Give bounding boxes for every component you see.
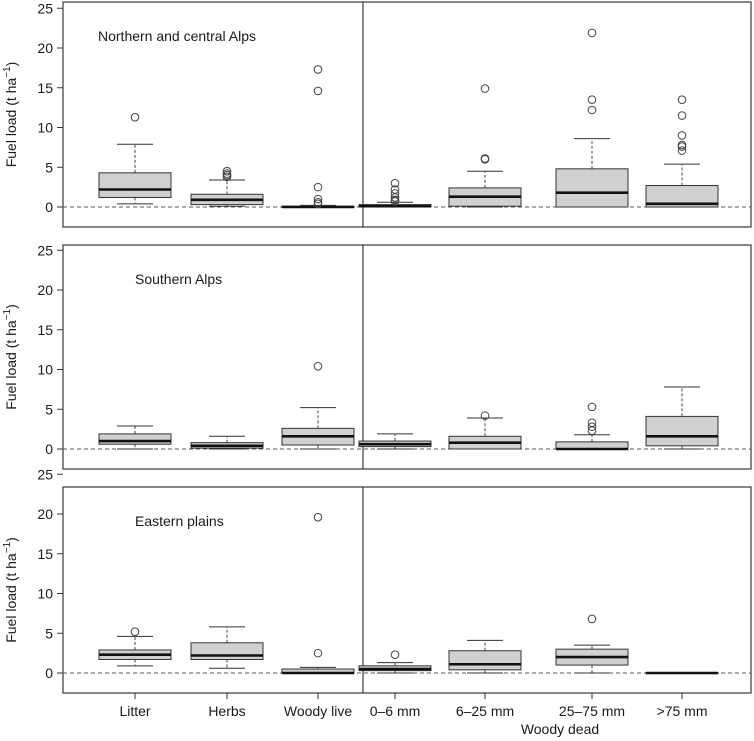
outlier-point — [313, 182, 323, 192]
outlier-point — [390, 189, 400, 198]
panel-title: Eastern plains — [135, 513, 224, 529]
outlier-point — [677, 131, 687, 140]
outlier-point — [130, 112, 140, 122]
outlier-point — [587, 422, 597, 432]
box-iqr — [645, 415, 719, 447]
y-tick-label: 20 — [37, 40, 53, 56]
outlier-point — [677, 146, 687, 155]
panel-frame — [62, 486, 752, 694]
outlier-point — [480, 411, 490, 420]
outlier-point — [390, 650, 400, 660]
box-iqr — [190, 642, 264, 660]
x-tick-label: Herbs — [208, 703, 245, 719]
y-axis-title-close: ) — [3, 304, 19, 309]
y-axis-title: Fuel load (t ha−1) — [2, 537, 19, 643]
outlier-point — [313, 65, 323, 74]
panel-title: Northern and central Alps — [98, 28, 256, 44]
outlier-point — [587, 28, 597, 38]
panel-frame — [62, 1, 752, 228]
outlier-point — [677, 140, 687, 150]
outlier-point — [313, 86, 323, 96]
outlier-point — [313, 197, 323, 207]
x-axis-title: Woody dead — [521, 721, 599, 737]
outlier-point — [313, 362, 323, 371]
y-tick-label: 20 — [37, 282, 53, 298]
box-iqr — [98, 172, 172, 198]
outlier-point — [390, 185, 400, 194]
box-iqr — [645, 185, 719, 208]
box-iqr — [98, 433, 172, 445]
chart-labels-layer: 0 5 10 15 20 25 Fuel load (t ha−1) Northern and… — [2, 0, 707, 719]
box-iqr — [448, 650, 522, 671]
y-tick-label: 25 — [37, 0, 53, 16]
y-axis-title-superscript: −1 — [2, 541, 13, 553]
y-tick-label: 15 — [37, 546, 53, 562]
y-axis-title-superscript: −1 — [2, 66, 13, 78]
y-tick-label: 10 — [37, 586, 53, 602]
panel-frame — [62, 244, 752, 470]
panel-frames-layer — [57, 1, 752, 699]
outlier-point — [222, 169, 232, 178]
y-tick-label: 15 — [37, 322, 53, 338]
y-tick-label: 25 — [37, 242, 53, 258]
panel-title: Southern Alps — [135, 271, 222, 287]
outlier-point — [480, 154, 490, 163]
y-tick-label: 5 — [45, 159, 53, 175]
y-tick-label: 10 — [37, 120, 53, 136]
outlier-point — [587, 418, 597, 428]
outlier-point — [130, 627, 140, 636]
y-tick-label: 5 — [45, 625, 53, 641]
x-tick-label: 25–75 mm — [559, 703, 625, 719]
box-iqr — [555, 168, 629, 208]
x-tick-label: >75 mm — [657, 703, 708, 719]
y-tick-label: 25 — [37, 466, 53, 482]
outlier-point — [587, 95, 597, 104]
y-tick-label: 0 — [45, 441, 53, 457]
y-axis-title-close: ) — [3, 537, 19, 542]
x-tick-label: 6–25 mm — [456, 703, 514, 719]
outlier-point — [390, 195, 400, 205]
y-tick-label: 15 — [37, 80, 53, 96]
y-axis-title-superscript: −1 — [2, 308, 13, 320]
y-tick-label: 20 — [37, 506, 53, 522]
outlier-point — [480, 84, 490, 93]
outlier-point — [222, 166, 232, 176]
y-axis-title-close: ) — [3, 62, 19, 67]
outlier-point — [313, 512, 323, 522]
y-tick-label: 5 — [45, 401, 53, 417]
y-axis-title: Fuel load (t ha−1) — [2, 62, 19, 168]
chart-marks-layer — [98, 28, 719, 675]
outlier-point — [587, 105, 597, 115]
outlier-point — [313, 648, 323, 658]
outlier-point — [677, 111, 687, 120]
y-tick-label: 0 — [45, 199, 53, 215]
outlier-point — [677, 95, 687, 104]
outlier-point — [313, 194, 323, 204]
outlier-point — [587, 614, 597, 624]
y-tick-label: 10 — [37, 362, 53, 378]
y-tick-label: 0 — [45, 665, 53, 681]
x-tick-label: Woody live — [284, 703, 352, 719]
x-tick-label: Litter — [119, 703, 150, 719]
outlier-point — [587, 402, 597, 412]
y-axis-title: Fuel load (t ha−1) — [2, 304, 19, 410]
outlier-point — [390, 178, 400, 188]
x-tick-label: 0–6 mm — [370, 703, 421, 719]
